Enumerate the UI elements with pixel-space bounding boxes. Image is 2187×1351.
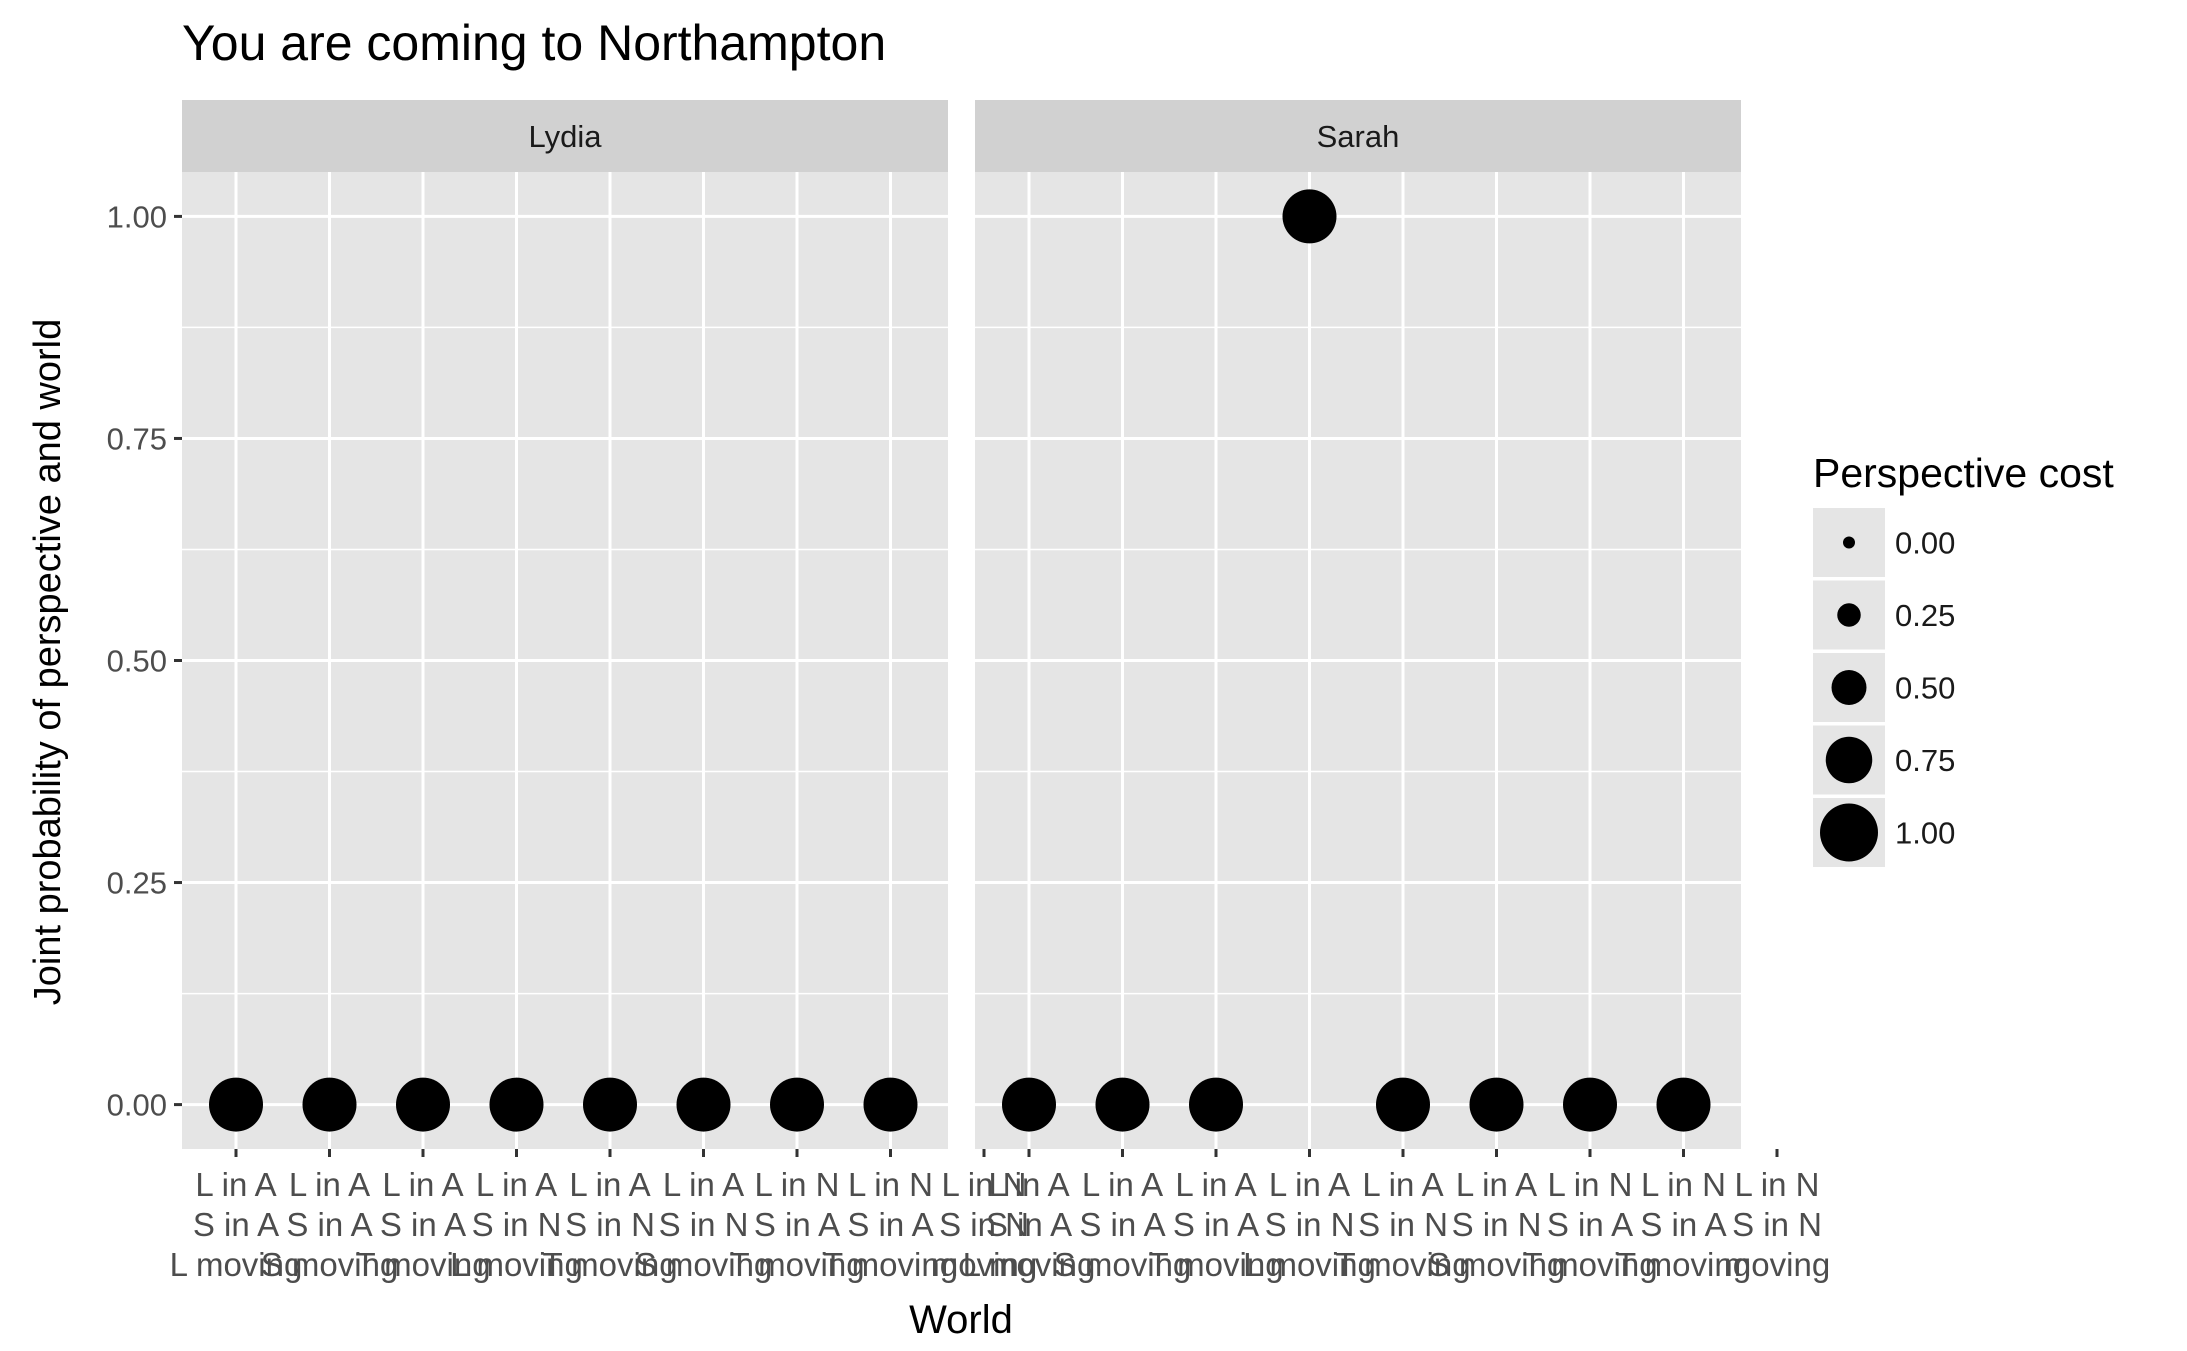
data-point — [1469, 1077, 1524, 1132]
data-point — [1002, 1077, 1056, 1132]
facet-strip — [975, 100, 1741, 172]
y-axis-ticks: 0.00 0.25 0.50 0.75 1.00 — [107, 199, 182, 1123]
legend: Perspective cost 0.00 0.25 0.50 0.75 1.00 — [1813, 450, 2114, 867]
data-point — [770, 1077, 824, 1132]
data-point — [396, 1077, 450, 1132]
x-axis-label: World — [909, 1298, 1013, 1342]
legend-label: 0.00 — [1895, 526, 1955, 561]
legend-entry: 0.00 — [1813, 508, 1955, 577]
chart-title: You are coming to Northampton — [182, 15, 886, 71]
data-point — [489, 1077, 544, 1132]
legend-label: 0.25 — [1895, 598, 1955, 633]
legend-entry: 1.00 — [1813, 798, 1955, 867]
data-point — [1095, 1077, 1150, 1132]
facet-strip — [182, 100, 948, 172]
legend-entry: 0.75 — [1813, 725, 1955, 795]
legend-symbol — [1843, 536, 1855, 549]
legend-label: 1.00 — [1895, 816, 1955, 851]
data-point — [209, 1077, 263, 1132]
legend-title: Perspective cost — [1813, 450, 2114, 496]
data-point — [1376, 1077, 1430, 1132]
legend-symbol — [1837, 603, 1861, 627]
y-tick-label: 1.00 — [107, 199, 167, 234]
y-tick-label: 0.50 — [107, 644, 167, 679]
y-tick-label: 0.00 — [107, 1088, 167, 1123]
data-point — [1563, 1077, 1617, 1132]
facet-strip-label: Sarah — [1317, 119, 1400, 154]
legend-symbol — [1831, 670, 1867, 705]
legend-symbol — [1825, 736, 1873, 784]
y-tick-label: 0.75 — [107, 421, 167, 456]
y-axis-label: Joint probability of perspective and wor… — [27, 319, 69, 1006]
legend-symbol — [1820, 803, 1878, 862]
data-point — [863, 1077, 918, 1132]
data-point — [1189, 1077, 1243, 1132]
legend-label: 0.75 — [1895, 743, 1955, 778]
y-tick-label: 0.25 — [107, 866, 167, 901]
data-point — [1656, 1077, 1711, 1132]
data-point — [676, 1077, 731, 1132]
data-point — [302, 1077, 357, 1132]
legend-entry: 0.25 — [1813, 580, 1955, 650]
legend-entry: 0.50 — [1813, 653, 1955, 722]
data-point — [583, 1077, 637, 1132]
legend-label: 0.50 — [1895, 671, 1955, 706]
data-point — [1282, 189, 1337, 244]
facet-strip-label: Lydia — [529, 119, 603, 154]
